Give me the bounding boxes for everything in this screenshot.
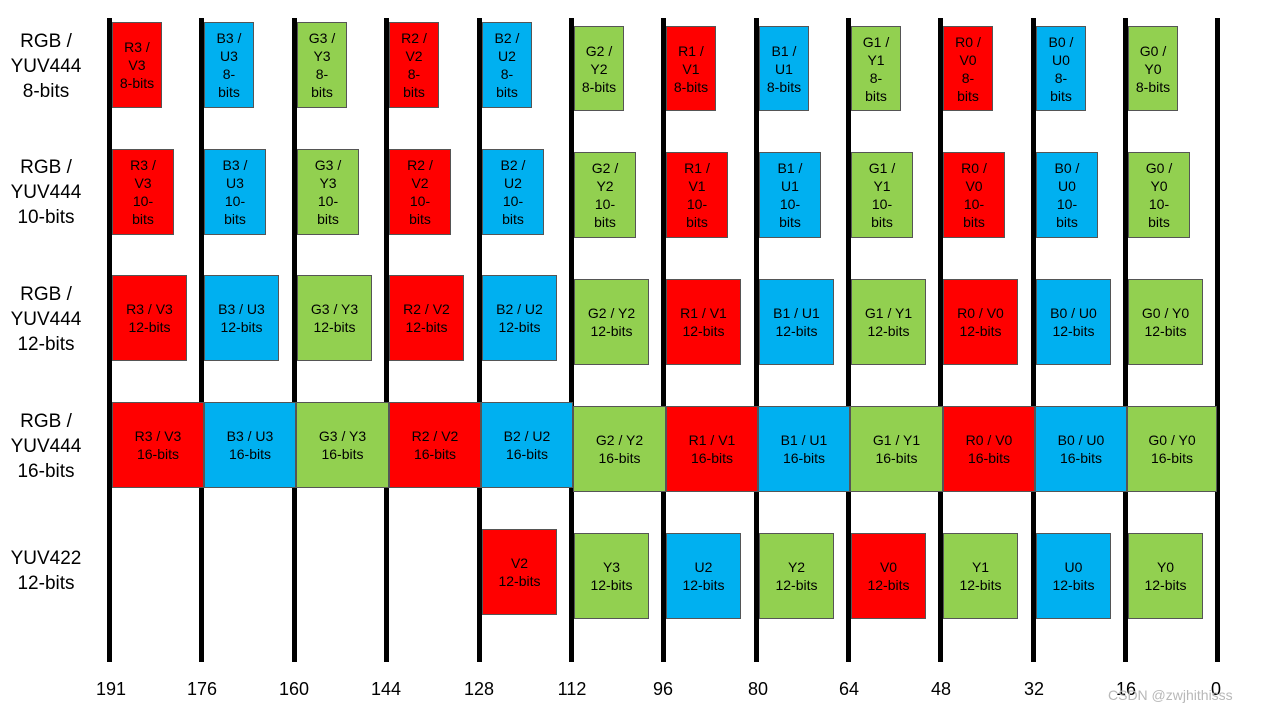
component-block-b2: B2 / U2 10- bits (482, 149, 544, 235)
component-block-b2: B2 / U2 12-bits (482, 275, 557, 361)
component-block-g3: G3 / Y3 16-bits (296, 402, 389, 488)
component-block-b0: B0 / U0 8- bits (1036, 26, 1086, 111)
component-block-g2: G2 / Y2 16-bits (573, 406, 666, 492)
bit-boundary-line (477, 18, 482, 662)
row-label-rgb444-10bit: RGB / YUV444 10-bits (10, 157, 82, 228)
component-block-g0: G0 / Y0 8-bits (1128, 26, 1178, 111)
component-block-y1: Y1 12-bits (943, 533, 1018, 619)
component-block-b1: B1 / U1 16-bits (758, 406, 850, 492)
component-block-b2: B2 / U2 16-bits (481, 402, 573, 488)
component-block-g0: G0 / Y0 16-bits (1127, 406, 1217, 492)
row-label-rgb444-12bit: RGB / YUV444 12-bits (10, 284, 82, 355)
component-block-b3: B3 / U3 10- bits (204, 149, 266, 235)
component-block-r3: R3 / V3 10- bits (112, 149, 174, 235)
component-block-g2: G2 / Y2 8-bits (574, 26, 624, 111)
component-block-r0: R0 / V0 12-bits (943, 279, 1018, 365)
bit-boundary-line (1123, 18, 1128, 662)
bit-tick-label: 80 (747, 679, 769, 699)
component-block-g1: G1 / Y1 16-bits (850, 406, 943, 492)
component-block-g1: G1 / Y1 10- bits (851, 152, 913, 238)
bit-boundary-line (938, 18, 943, 662)
bit-tick-label: 0 (1210, 679, 1221, 699)
watermark: CSDN @zwjhithisss (1108, 687, 1233, 703)
bit-tick-label: 64 (838, 679, 860, 699)
component-block-g3: G3 / Y3 8- bits (297, 22, 347, 108)
component-block-r2: R2 / V2 10- bits (389, 149, 451, 235)
component-block-g0: G0 / Y0 12-bits (1128, 279, 1203, 365)
bit-tick-label: 191 (95, 679, 127, 699)
component-block-r1: R1 / V1 12-bits (666, 279, 741, 365)
component-block-r2: R2 / V2 8- bits (389, 22, 439, 108)
bit-boundary-line (107, 18, 112, 662)
bit-tick-label: 128 (463, 679, 495, 699)
bit-tick-label: 176 (186, 679, 218, 699)
component-block-g1: G1 / Y1 8- bits (851, 26, 901, 111)
component-block-r1: R1 / V1 8-bits (666, 26, 716, 111)
bit-boundary-line (661, 18, 666, 662)
bit-boundary-line (384, 18, 389, 662)
component-block-g1: G1 / Y1 12-bits (851, 279, 926, 365)
component-block-b3: B3 / U3 8- bits (204, 22, 254, 108)
bit-boundary-line (569, 18, 574, 662)
bit-tick-label: 112 (557, 679, 587, 699)
bit-tick-label: 160 (278, 679, 310, 699)
component-block-y0: Y0 12-bits (1128, 533, 1203, 619)
bit-tick-label: 48 (930, 679, 952, 699)
bit-tick-label: 144 (370, 679, 402, 699)
component-block-u2: U2 12-bits (666, 533, 741, 619)
component-block-y2: Y2 12-bits (759, 533, 834, 619)
component-block-b3: B3 / U3 16-bits (204, 402, 296, 488)
component-block-r3: R3 / V3 8-bits (112, 22, 162, 108)
row-label-yuv422-12bit: YUV422 12-bits (10, 548, 82, 594)
component-block-b3: B3 / U3 12-bits (204, 275, 279, 361)
component-block-r2: R2 / V2 12-bits (389, 275, 464, 361)
component-block-r3: R3 / V3 16-bits (112, 402, 204, 488)
component-block-g2: G2 / Y2 12-bits (574, 279, 649, 365)
bit-tick-label: 96 (652, 679, 674, 699)
component-block-g3: G3 / Y3 12-bits (297, 275, 372, 361)
component-block-y3: Y3 12-bits (574, 533, 649, 619)
bit-boundary-line (1031, 18, 1036, 662)
component-block-g0: G0 / Y0 10- bits (1128, 152, 1190, 238)
bit-tick-label: 32 (1023, 679, 1045, 699)
bit-boundary-line (846, 18, 851, 662)
component-block-v2: V2 12-bits (482, 529, 557, 615)
bit-boundary-line (1215, 18, 1220, 662)
component-block-b0: B0 / U0 10- bits (1036, 152, 1098, 238)
component-block-u0: U0 12-bits (1036, 533, 1111, 619)
component-block-r1: R1 / V1 10- bits (666, 152, 728, 238)
bit-boundary-line (199, 18, 204, 662)
component-block-r3: R3 / V3 12-bits (112, 275, 187, 361)
component-block-g3: G3 / Y3 10- bits (297, 149, 359, 235)
component-block-b2: B2 / U2 8- bits (482, 22, 532, 108)
component-block-b0: B0 / U0 16-bits (1035, 406, 1127, 492)
row-label-rgb444-16bit: RGB / YUV444 16-bits (10, 411, 82, 482)
component-block-v0: V0 12-bits (851, 533, 926, 619)
component-block-b0: B0 / U0 12-bits (1036, 279, 1111, 365)
component-block-g2: G2 / Y2 10- bits (574, 152, 636, 238)
component-block-r1: R1 / V1 16-bits (666, 406, 758, 492)
component-block-r0: R0 / V0 16-bits (943, 406, 1035, 492)
row-label-rgb444-8bit: RGB / YUV444 8-bits (10, 31, 82, 102)
bit-boundary-line (292, 18, 297, 662)
component-block-b1: B1 / U1 8-bits (759, 26, 809, 111)
component-block-r2: R2 / V2 16-bits (389, 402, 481, 488)
bit-boundary-line (754, 18, 759, 662)
component-block-b1: B1 / U1 12-bits (759, 279, 834, 365)
component-block-r0: R0 / V0 10- bits (943, 152, 1005, 238)
component-block-b1: B1 / U1 10- bits (759, 152, 821, 238)
component-block-r0: R0 / V0 8- bits (943, 26, 993, 111)
bit-tick-label: 16 (1115, 679, 1137, 699)
